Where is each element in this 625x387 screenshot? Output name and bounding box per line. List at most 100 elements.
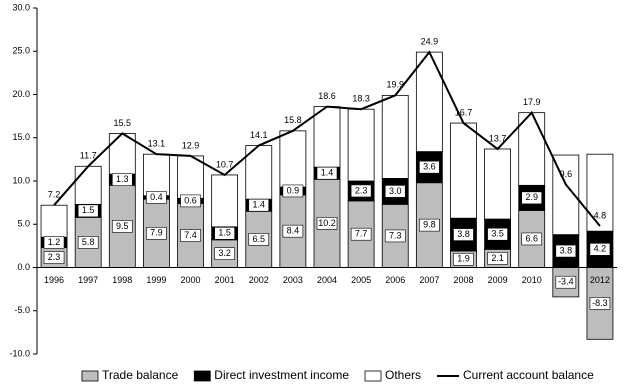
label-box (282, 224, 304, 238)
x-tick-label: 2012 (590, 275, 610, 285)
data-label: 15.5 (114, 118, 132, 128)
label-box (146, 227, 167, 240)
data-label: 1.5 (82, 205, 95, 215)
label-box (77, 204, 99, 218)
y-tick-label: -5.0 (14, 305, 30, 315)
label-box (248, 233, 270, 246)
data-label: 2.3 (48, 252, 61, 262)
data-label: 18.6 (318, 91, 336, 101)
y-tick-label: 15.0 (12, 132, 30, 142)
y-tick-label: -10.0 (9, 348, 30, 358)
y-tick-label: 0.0 (17, 262, 30, 272)
legend-swatch (364, 370, 382, 382)
label-box (487, 252, 508, 265)
bar-segment (177, 155, 204, 199)
label-box (180, 194, 201, 208)
legend-label: Direct investment income (214, 368, 349, 382)
label-box (248, 198, 270, 212)
data-label: 11.7 (80, 151, 97, 161)
data-label: 3.8 (560, 245, 573, 255)
data-label: 6.5 (253, 234, 266, 244)
y-tick-label: 5.0 (17, 219, 30, 229)
bar-segment (415, 51, 443, 152)
label-box (521, 191, 543, 205)
x-tick-label: 2009 (488, 275, 508, 285)
y-tick-label: 25.0 (12, 46, 30, 56)
x-tick-label: 2003 (283, 275, 303, 285)
data-label: 1.4 (253, 200, 266, 210)
label-box (316, 217, 338, 230)
data-label: 7.7 (355, 229, 368, 239)
data-label: 1.5 (218, 228, 231, 238)
data-label: 2.3 (355, 185, 368, 195)
data-label: 7.9 (150, 228, 163, 238)
legend-label: Others (385, 368, 421, 382)
x-tick-label: 1998 (112, 275, 132, 285)
x-tick-label: 1997 (78, 275, 98, 285)
label-box (43, 251, 65, 264)
legend-swatch (193, 370, 211, 382)
line (53, 50, 601, 227)
data-label: 6.6 (525, 233, 538, 243)
y-tick-label: 30.0 (12, 2, 30, 12)
data-label: 10.7 (216, 159, 234, 169)
label-box (589, 297, 611, 310)
bar-segment (450, 122, 477, 219)
x-tick-label: 2004 (317, 275, 337, 285)
data-label: 0.6 (184, 195, 197, 205)
data-label: 13.7 (489, 133, 507, 143)
data-label: 3.2 (218, 248, 231, 258)
label-box (282, 184, 304, 198)
data-label: 3.8 (457, 229, 470, 239)
data-label: 4.8 (594, 210, 607, 220)
data-label: 18.3 (352, 94, 370, 104)
data-label: 3.5 (491, 229, 504, 239)
label-box (419, 160, 440, 174)
label-box (214, 227, 235, 240)
label-box (487, 227, 508, 241)
bar-segment (347, 108, 375, 182)
y-tick-label: 10.0 (12, 175, 30, 185)
data-label: 15.8 (284, 115, 302, 125)
label-box (384, 229, 406, 243)
data-label: 4.2 (594, 244, 607, 254)
data-label: 1.3 (116, 174, 129, 184)
legend-label: Trade balance (102, 368, 179, 382)
label-box (589, 243, 611, 256)
x-tick-label: 2008 (453, 275, 473, 285)
data-label: 9.5 (116, 221, 129, 231)
label-box (350, 184, 372, 198)
data-label: 7.2 (48, 190, 61, 200)
bar-segment (245, 145, 273, 200)
x-tick-label: 2007 (419, 275, 439, 285)
data-label: 9.8 (423, 219, 436, 229)
x-tick-label: 2001 (215, 275, 235, 285)
data-label: 1.4 (321, 168, 334, 178)
data-label: 2.9 (525, 192, 538, 202)
data-label: -3.4 (558, 277, 574, 287)
label-box (419, 218, 440, 232)
bar-segment (40, 204, 68, 238)
data-label: 10.2 (318, 218, 336, 228)
data-label: 7.3 (389, 230, 402, 240)
label-box (111, 220, 133, 233)
bar-segment (108, 133, 136, 175)
legend-swatch (81, 370, 99, 382)
label-box (384, 185, 406, 198)
bar-segment (484, 148, 511, 220)
label-box (453, 228, 474, 241)
data-label: 0.4 (150, 192, 163, 202)
bar-segment (313, 106, 341, 168)
label-box (555, 275, 577, 289)
bar-segment (143, 153, 170, 197)
x-tick-label: 2000 (181, 275, 201, 285)
data-label: 9.6 (560, 169, 573, 179)
data-label: 13.1 (148, 139, 166, 149)
legend-label: Current account balance (463, 368, 594, 382)
data-label: 0.9 (287, 185, 300, 195)
x-tick-label: 2006 (385, 275, 405, 285)
bar-segment (381, 94, 409, 179)
bar-segment (279, 130, 307, 188)
x-tick-label: 1999 (146, 275, 166, 285)
bar-segment (518, 112, 546, 186)
